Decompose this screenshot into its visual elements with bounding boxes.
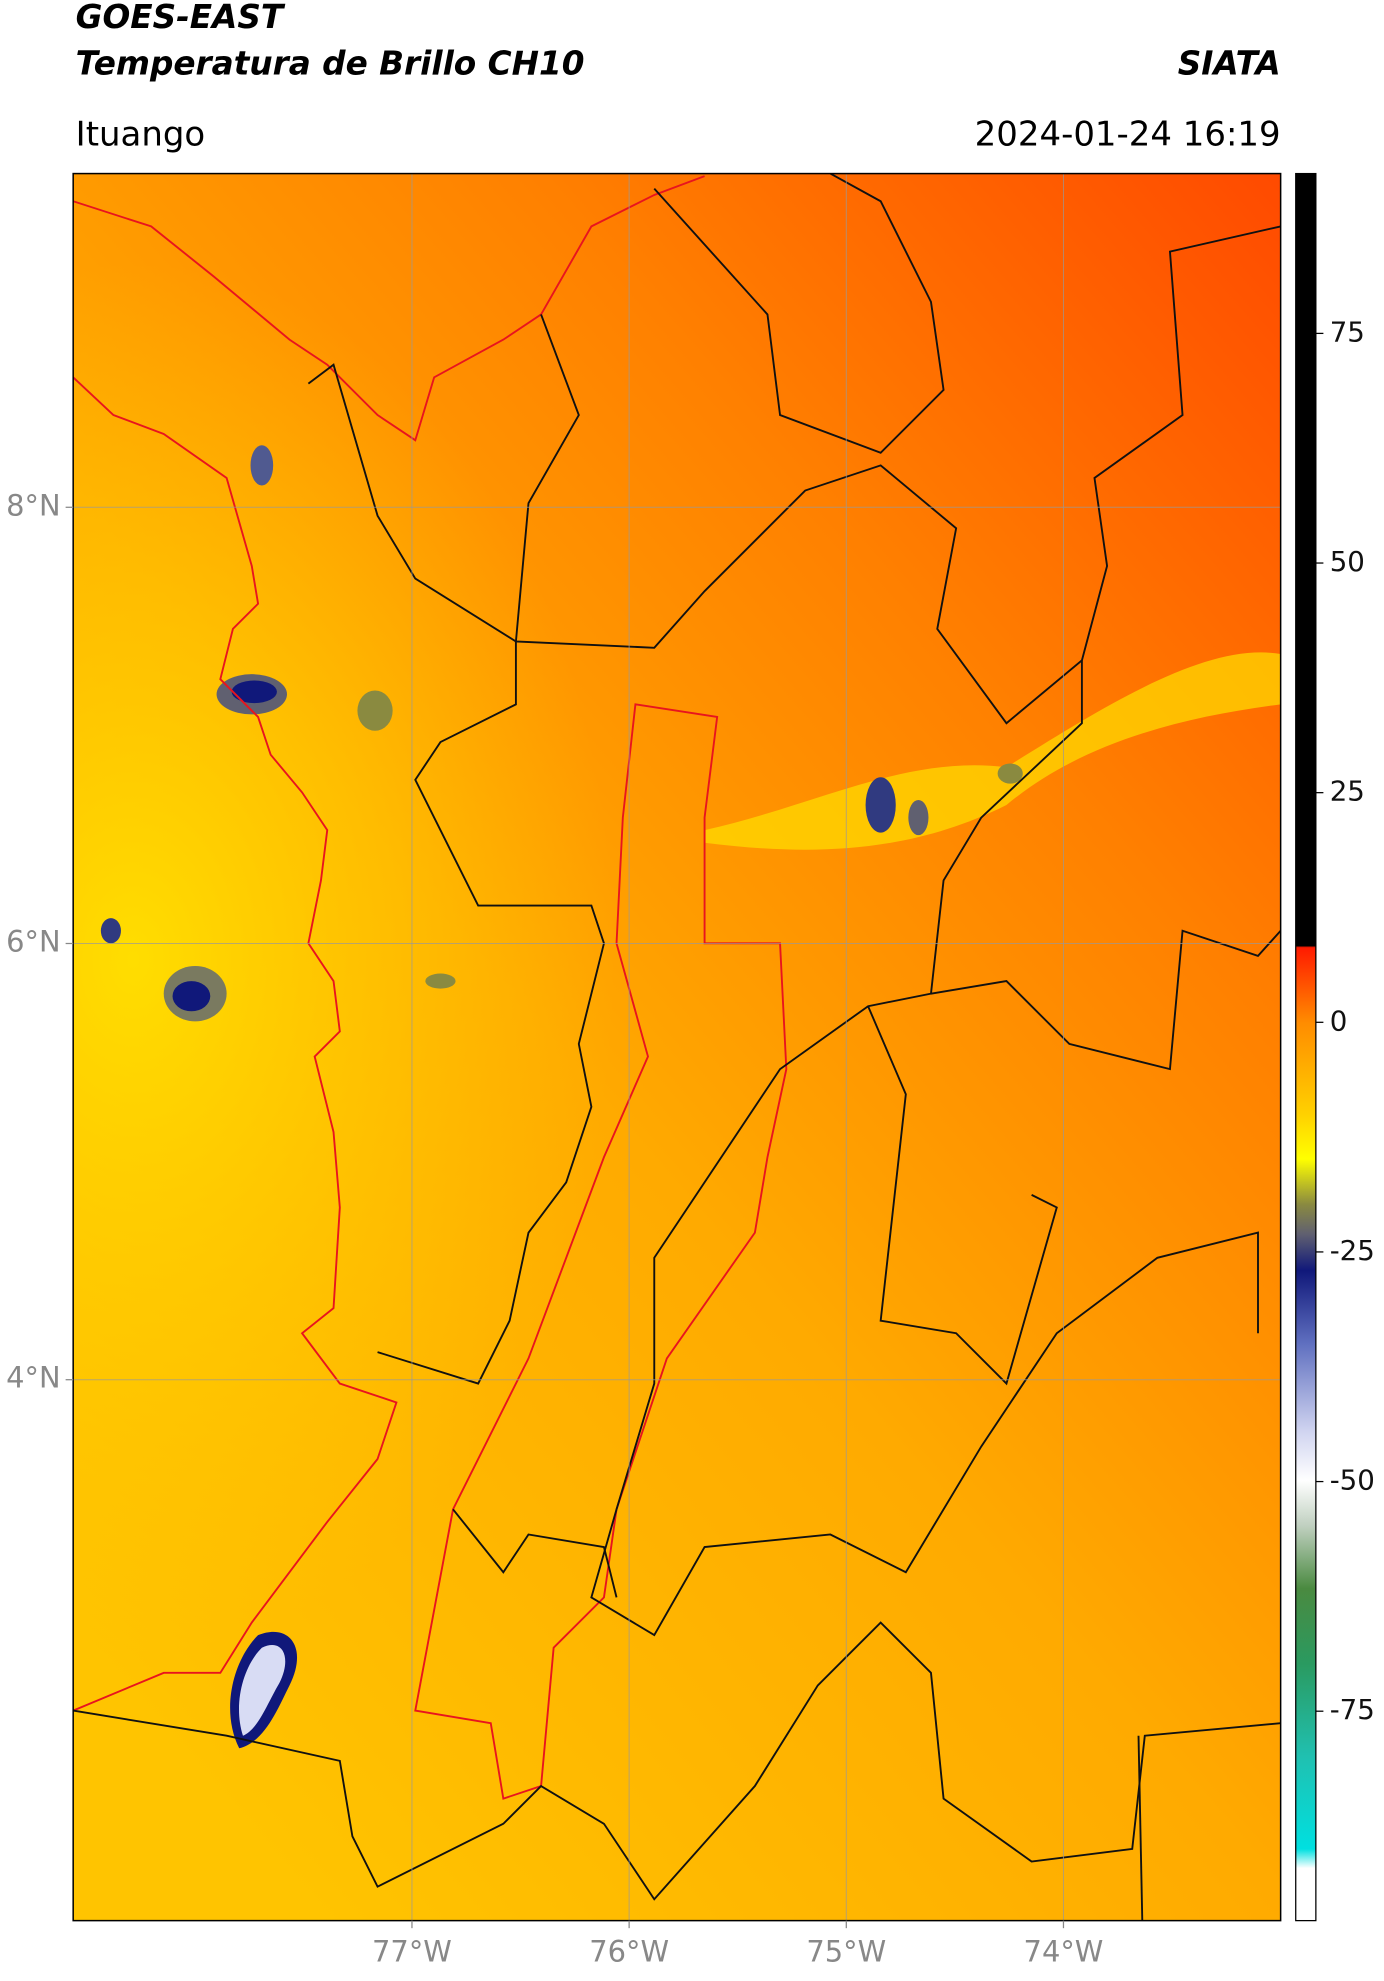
x-tick-label: 75°W <box>806 1934 886 1968</box>
colorbar-tick-label: -75 <box>1330 1693 1375 1726</box>
map-image <box>73 173 1281 1921</box>
y-tick-label: 6°N <box>6 924 60 958</box>
map-frame <box>72 172 1282 1922</box>
colorbar <box>1295 172 1317 1922</box>
y-tick-label: 8°N <box>6 488 60 522</box>
subtitle: Temperatura de Brillo CH10 <box>76 44 585 82</box>
grid <box>73 173 1281 1921</box>
location: Ituango <box>76 114 206 154</box>
colorbar-tick-label: 50 <box>1330 545 1365 578</box>
colorbar-tick-label: -50 <box>1330 1464 1375 1497</box>
colorbar-tick-label: 0 <box>1330 1004 1348 1037</box>
x-tick-label: 77°W <box>372 1934 452 1968</box>
datetime: 2024-01-24 16:19 <box>975 114 1281 154</box>
colorbar-tick-label: -25 <box>1330 1234 1375 1267</box>
colorbar-tick-label: 75 <box>1330 315 1365 348</box>
colorbar-tick-label: 25 <box>1330 775 1365 808</box>
title: GOES-EAST <box>76 0 286 36</box>
x-tick-label: 76°W <box>589 1934 669 1968</box>
organization: SIATA <box>1178 44 1281 82</box>
y-tick-label: 4°N <box>6 1361 60 1395</box>
x-tick-label: 74°W <box>1024 1934 1104 1968</box>
